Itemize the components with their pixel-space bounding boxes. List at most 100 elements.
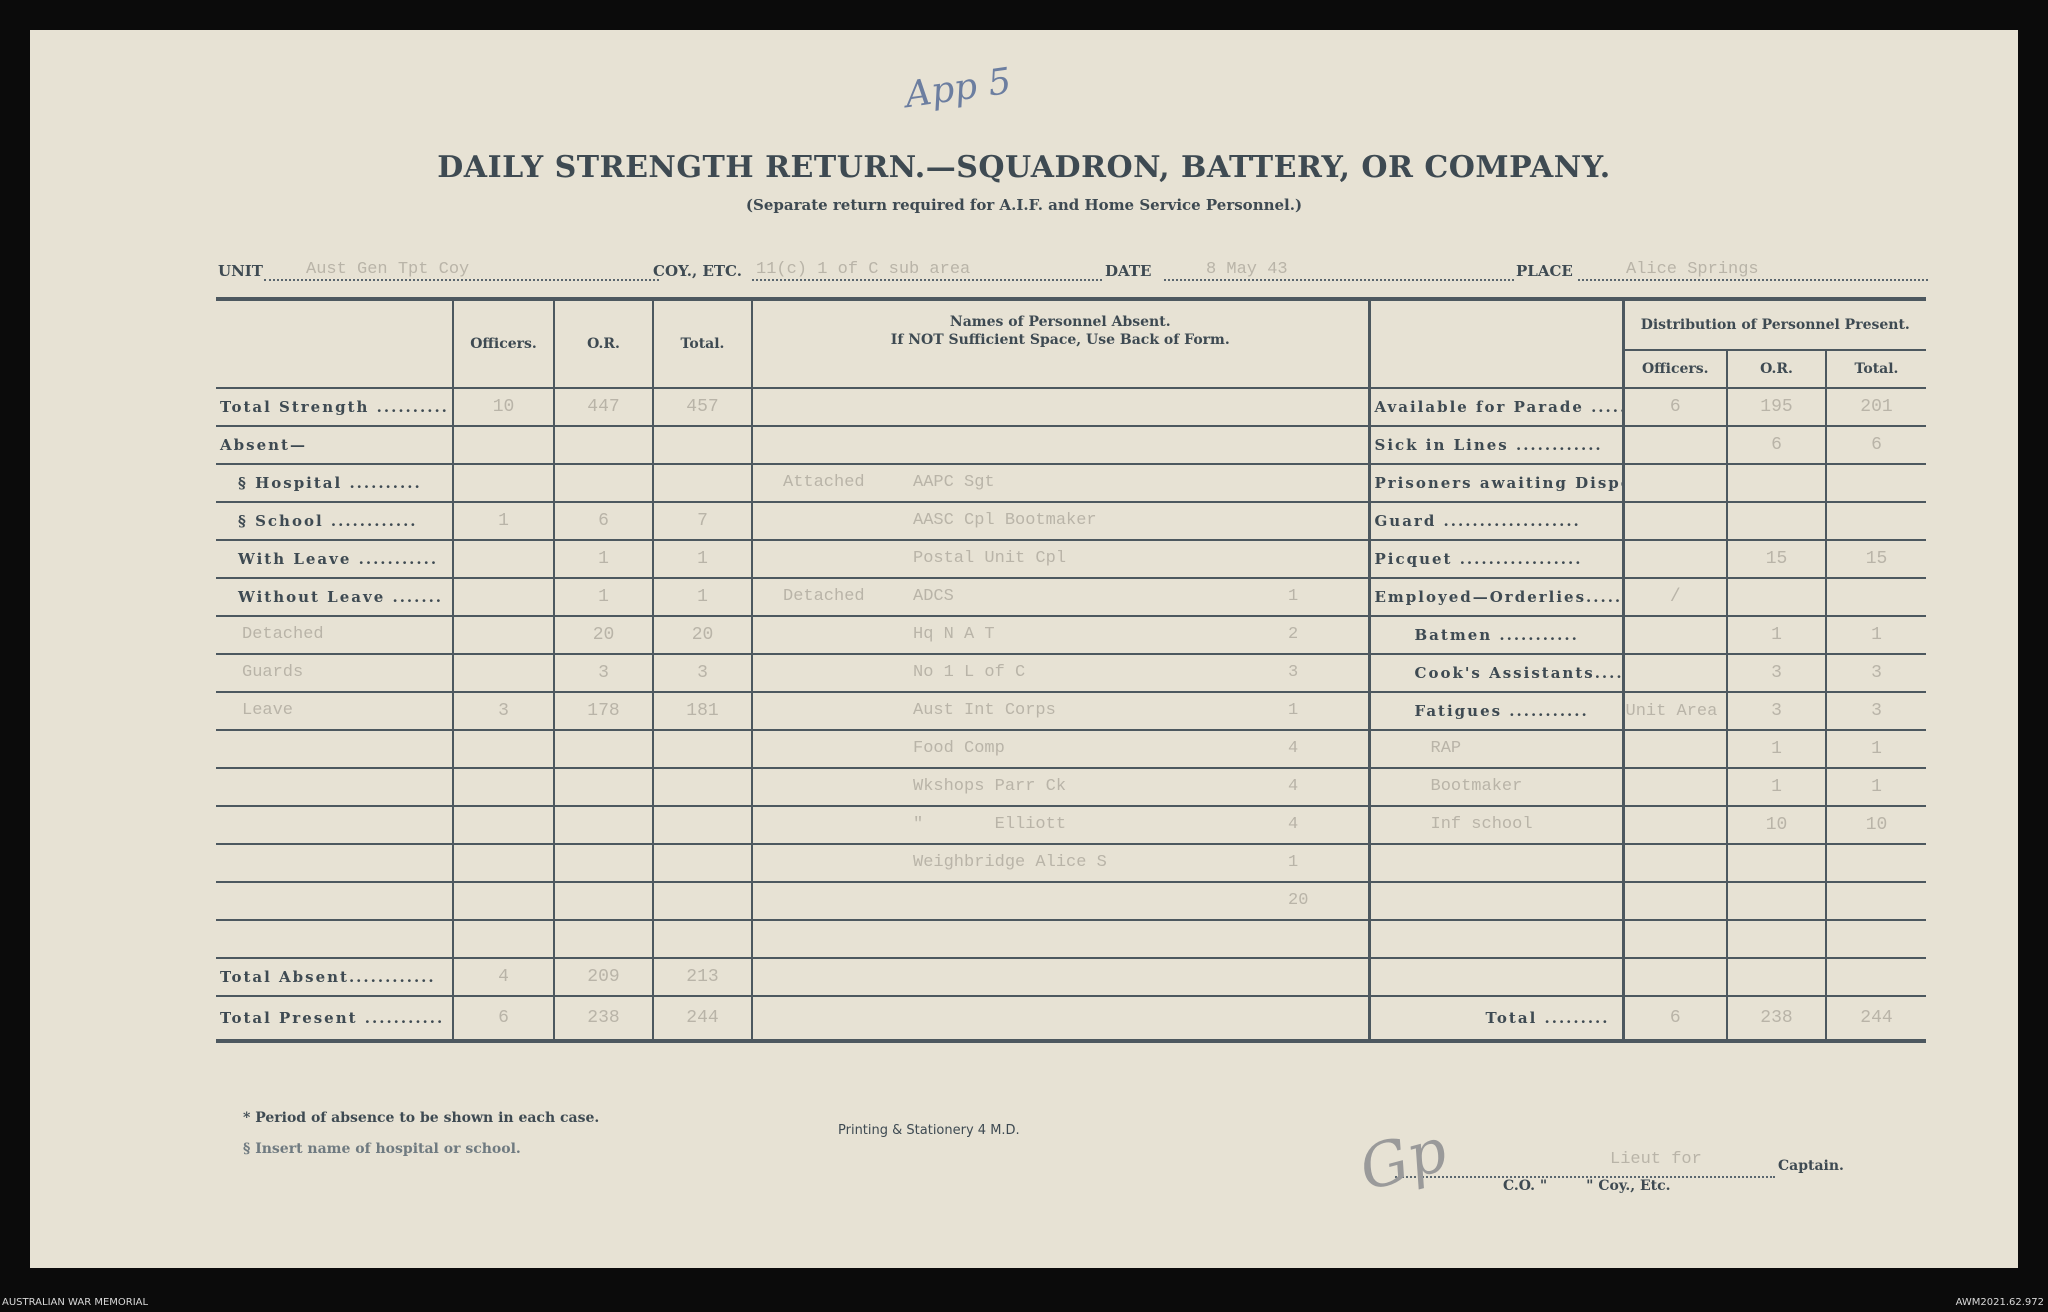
names-absent-cell: Hq N A T 2	[751, 616, 1369, 655]
present-label: Available for Parade .....	[1374, 398, 1624, 416]
coy-dotted-line	[752, 279, 1102, 281]
officers-cell	[452, 844, 554, 883]
captain-label: Captain.	[1778, 1158, 1844, 1174]
archive-name: AUSTRALIAN WAR MEMORIAL	[2, 1297, 149, 1308]
row-label: Absent—	[220, 436, 307, 454]
absent-unit-name: Postal Unit Cpl	[913, 549, 1067, 568]
total-value: 457	[686, 397, 719, 417]
date-dotted-line	[1164, 279, 1514, 281]
absent-unit-name: Aust Int Corps	[913, 701, 1056, 720]
dist-total-cell: 1	[1825, 616, 1926, 655]
dist-total-value: 15	[1865, 549, 1888, 569]
dist-total-cell: 1	[1825, 768, 1926, 807]
dist-or-cell	[1726, 578, 1826, 617]
or-cell	[553, 768, 653, 807]
or-cell: 238	[553, 996, 653, 1043]
coy-label: COY., ETC.	[653, 262, 742, 280]
absent-count: 1	[1288, 587, 1299, 606]
officers-cell: 10	[452, 388, 554, 427]
or-cell: 447	[553, 388, 653, 427]
dist-officers-cell	[1621, 844, 1727, 883]
header-total: Total.	[652, 297, 752, 389]
header-officers: Officers.	[452, 297, 554, 389]
total-cell: 457	[652, 388, 752, 427]
table-row: Detached 20 20 Hq N A T 2 Batmen ........... 1…	[216, 616, 1926, 655]
header-blank	[216, 297, 453, 389]
or-value: 1	[598, 549, 609, 569]
dist-total-value: 6	[1871, 435, 1882, 455]
table-row: Total Strength .......... 10 447 457 Availab…	[216, 388, 1926, 427]
dist-or-value: 6	[1771, 435, 1782, 455]
present-typed-note: RAP	[1430, 739, 1462, 758]
table-row: Guards 3 3 No 1 L of C 3 Cook's Assistants...…	[216, 654, 1926, 693]
total-cell: 213	[652, 958, 752, 997]
dist-officers-cell	[1621, 540, 1727, 579]
dist-officers-cell: 6	[1621, 388, 1727, 427]
total-value: 213	[686, 967, 719, 987]
present-typed-note: Bootmaker	[1430, 777, 1523, 796]
absent-unit-name: No 1 L of C	[913, 663, 1026, 682]
present-label: Cook's Assistants.....	[1414, 664, 1624, 682]
date-value: 8 May 43	[1206, 260, 1288, 279]
archive-reference: AWM2021.62.972	[1955, 1297, 2044, 1308]
total-cell	[652, 768, 752, 807]
total-value: 7	[697, 511, 708, 531]
officers-cell: 4	[452, 958, 554, 997]
dist-or-cell: 3	[1726, 654, 1826, 693]
or-cell	[553, 426, 653, 465]
names-absent-cell	[751, 996, 1369, 1043]
header-dist-total: Total.	[1825, 350, 1926, 389]
present-label-cell: Employed—Orderlies......	[1367, 578, 1623, 617]
present-label-cell: Total .........	[1367, 996, 1623, 1043]
dist-or-cell	[1726, 464, 1826, 503]
absent-unit-name: Wkshops Parr Ck	[913, 777, 1067, 796]
or-cell: 3	[553, 654, 653, 693]
present-label-cell: Sick in Lines ............	[1367, 426, 1623, 465]
header-names-absent: Names of Personnel Absent. If NOT Suffic…	[751, 297, 1369, 389]
or-value: 238	[587, 1008, 620, 1028]
officers-value: 6	[498, 1008, 509, 1028]
or-cell: 1	[553, 540, 653, 579]
dist-officers-cell	[1621, 730, 1727, 769]
present-typed-note: Unit Area	[1625, 702, 1718, 721]
row-typed-note: Detached	[242, 625, 324, 644]
or-value: 1	[598, 587, 609, 607]
officers-cell	[452, 616, 554, 655]
header-dist-officers: Officers.	[1621, 350, 1727, 389]
dist-or-value: 1	[1771, 739, 1782, 759]
date-label: DATE	[1105, 262, 1152, 280]
dist-or-cell: 195	[1726, 388, 1826, 427]
names-absent-cell: No 1 L of C 3	[751, 654, 1369, 693]
present-label-cell	[1367, 844, 1623, 883]
row-label-cell: Leave	[216, 692, 453, 731]
dist-total-value: 3	[1871, 701, 1882, 721]
dist-officers-cell	[1621, 958, 1727, 997]
dist-officers-cell	[1621, 806, 1727, 845]
dist-or-cell	[1726, 502, 1826, 541]
dist-officers-value: 6	[1669, 1008, 1681, 1028]
total-cell	[652, 882, 752, 921]
dist-officers-cell	[1621, 616, 1727, 655]
names-absent-cell: Postal Unit Cpl	[751, 540, 1369, 579]
dist-or-cell: 1	[1726, 616, 1826, 655]
dist-total-cell: 10	[1825, 806, 1926, 845]
present-label: Prisoners awaiting Disposal	[1374, 474, 1624, 492]
officers-cell	[452, 882, 554, 921]
total-value: 1	[697, 549, 708, 569]
printer-imprint: Printing & Stationery 4 M.D.	[838, 1123, 1020, 1138]
dist-total-value: 10	[1865, 815, 1888, 835]
row-label-cell: Total Absent............	[216, 958, 453, 997]
unit-dotted-line	[264, 279, 659, 281]
or-cell	[553, 464, 653, 503]
dist-or-cell	[1726, 882, 1826, 921]
table-row: 20	[216, 882, 1926, 921]
footnote-period: * Period of absence to be shown in each …	[243, 1110, 600, 1126]
header-subrow: Officers. O.R. Total.	[216, 350, 1926, 389]
dist-total-cell	[1825, 958, 1926, 997]
row-label: § Hospital ..........	[238, 474, 422, 492]
row-label-cell: Absent—	[216, 426, 453, 465]
place-dotted-line	[1578, 279, 1928, 281]
table-row: Wkshops Parr Ck 4 Bootmaker 1 1	[216, 768, 1926, 807]
row-label-cell	[216, 730, 453, 769]
dist-or-value: 3	[1771, 701, 1782, 721]
